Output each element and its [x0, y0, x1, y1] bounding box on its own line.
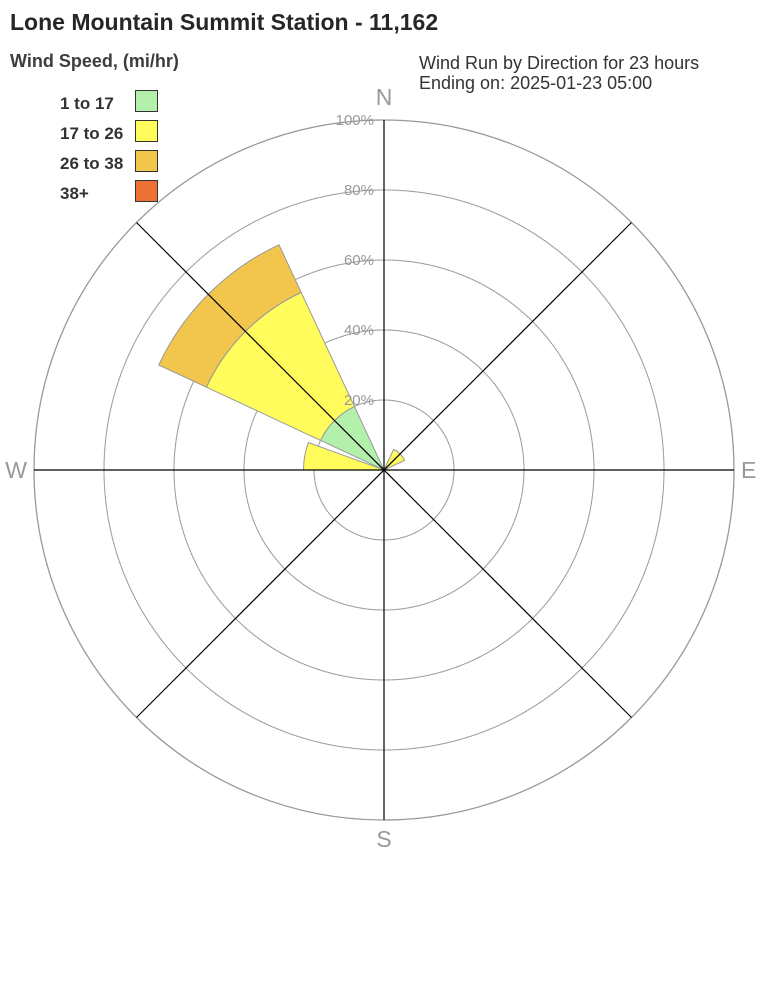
- svg-text:S: S: [376, 826, 391, 852]
- svg-text:E: E: [741, 457, 756, 483]
- svg-text:80%: 80%: [344, 182, 374, 199]
- svg-text:20%: 20%: [344, 392, 374, 409]
- svg-text:N: N: [376, 84, 393, 110]
- svg-text:100%: 100%: [336, 112, 374, 129]
- svg-text:W: W: [5, 457, 27, 483]
- svg-text:40%: 40%: [344, 322, 374, 339]
- svg-text:60%: 60%: [344, 252, 374, 269]
